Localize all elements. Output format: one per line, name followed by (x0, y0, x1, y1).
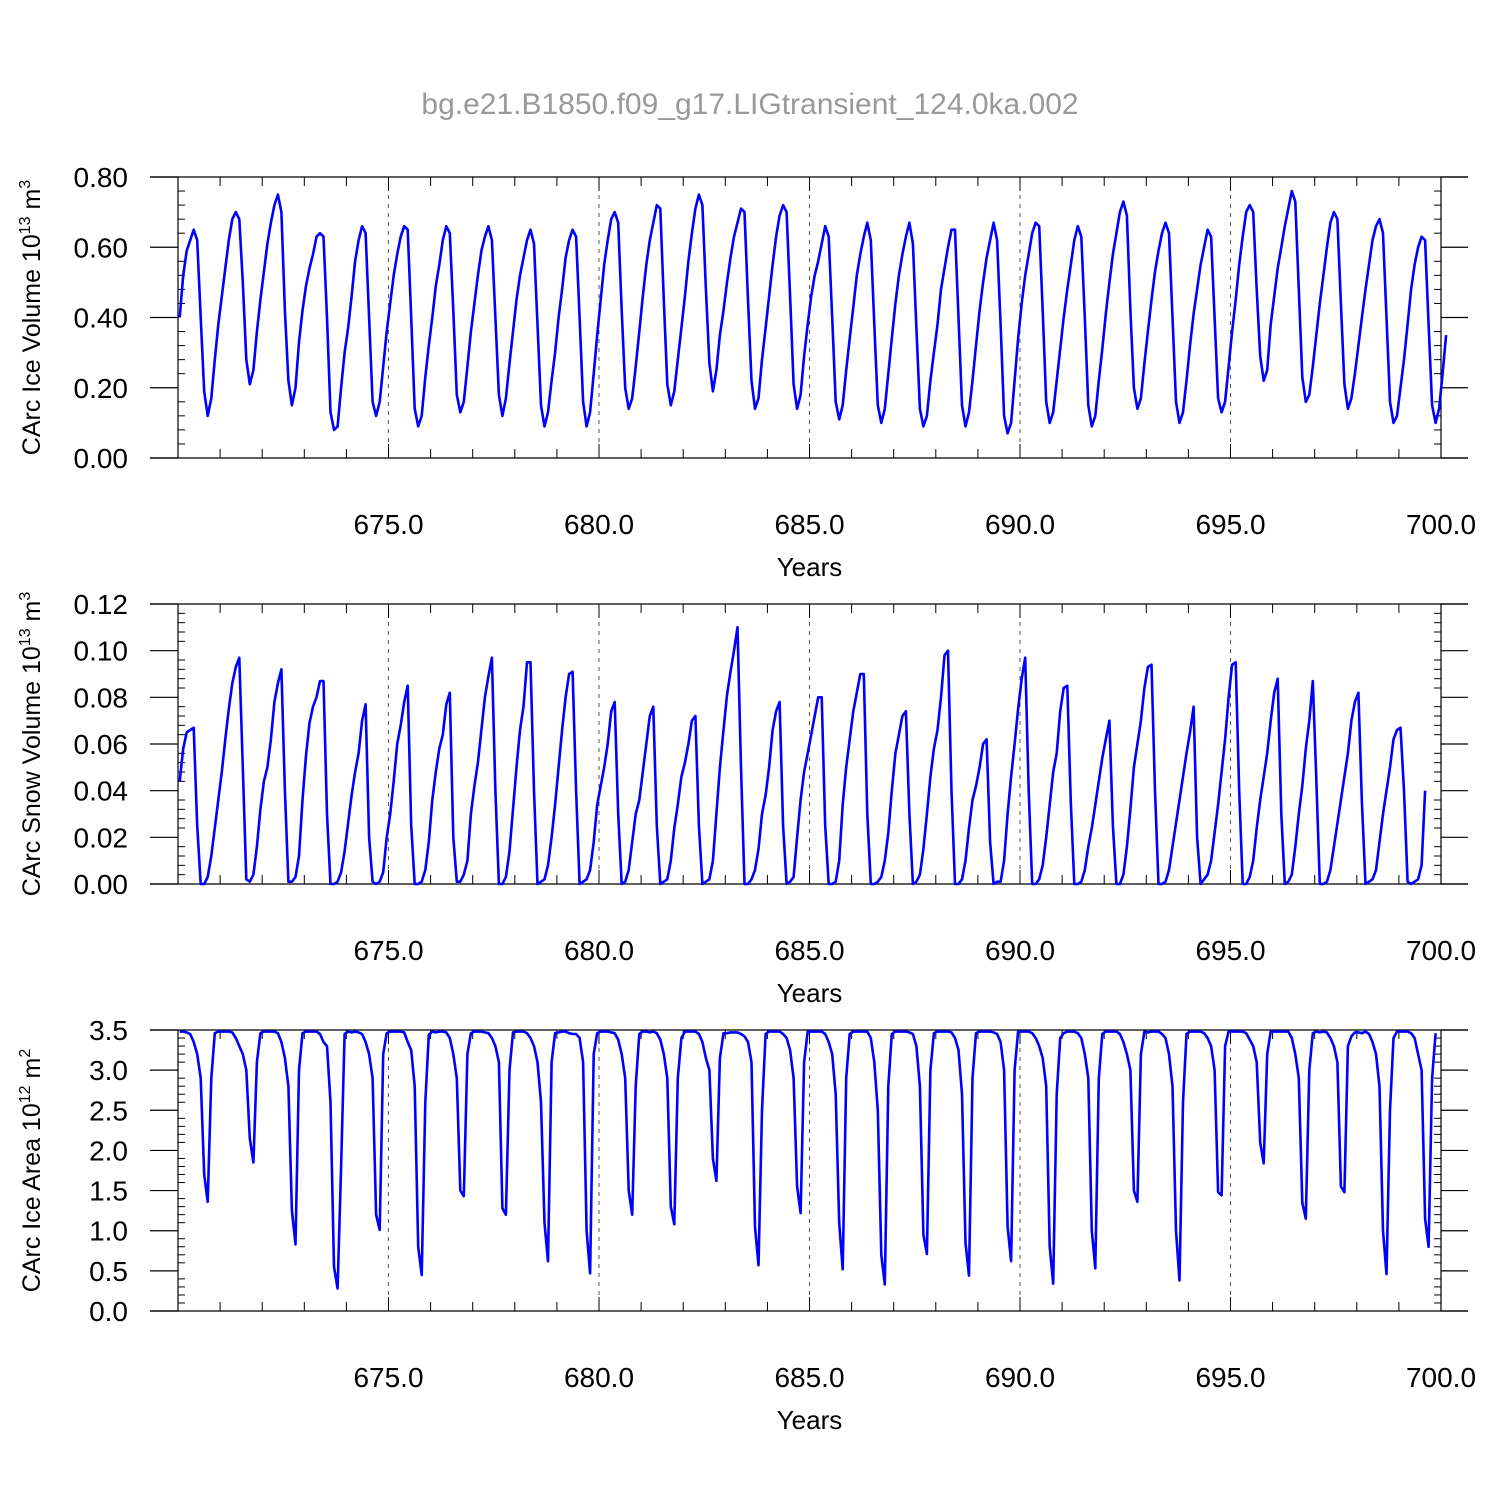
panel-ice-area: 675.0 680.0 685.0 690.0 695.0 700.0 0.0 0.5 1.0 1… (17, 1015, 1476, 1435)
y-axis-label: CArc Ice Volume 1013 m3 (17, 180, 46, 456)
y-tick-label: 0.02 (74, 822, 129, 853)
series-line (179, 1030, 1437, 1290)
x-tick-label: 685.0 (774, 935, 844, 966)
y-tick-label: 0.00 (74, 443, 129, 474)
y-tick-label: 0.10 (74, 636, 129, 667)
y-tick-label: 0.00 (74, 869, 129, 900)
y-tick-label: 0.40 (74, 303, 129, 334)
series-line (178, 625, 1427, 886)
y-tick-label: 0.60 (74, 232, 129, 263)
x-tick-label: 675.0 (353, 509, 423, 540)
y-tick-label: 1.0 (89, 1216, 128, 1247)
x-tick-label: 680.0 (564, 509, 634, 540)
x-tick-label: 675.0 (353, 1362, 423, 1393)
x-axis-label: Years (777, 1405, 843, 1435)
y-tick-label: 0.5 (89, 1256, 128, 1287)
y-axis-label: CArc Ice Area 1012 m2 (17, 1049, 46, 1293)
chart-title: bg.e21.B1850.f09_g17.LIGtransient_124.0k… (421, 88, 1078, 121)
x-tick-label: 680.0 (564, 1362, 634, 1393)
x-tick-label: 685.0 (774, 509, 844, 540)
x-tick-label: 700.0 (1406, 509, 1476, 540)
x-tick-label: 695.0 (1195, 1362, 1265, 1393)
x-tick-label: 675.0 (353, 935, 423, 966)
x-tick-label: 695.0 (1195, 509, 1265, 540)
y-tick-label: 0.08 (74, 682, 129, 713)
y-tick-label: 2.0 (89, 1135, 128, 1166)
x-axis-label: Years (777, 552, 843, 582)
x-tick-label: 680.0 (564, 935, 634, 966)
y-tick-label: 0.04 (74, 776, 129, 807)
x-tick-label: 695.0 (1195, 935, 1265, 966)
y-tick-label: 0.06 (74, 729, 129, 760)
x-tick-label: 690.0 (985, 509, 1055, 540)
y-tick-label: 1.5 (89, 1176, 128, 1207)
x-tick-label: 700.0 (1406, 1362, 1476, 1393)
x-tick-label: 690.0 (985, 935, 1055, 966)
y-tick-label: 2.5 (89, 1095, 128, 1126)
y-tick-label: 0.20 (74, 373, 129, 404)
x-tick-label: 700.0 (1406, 935, 1476, 966)
y-tick-label: 0.0 (89, 1296, 128, 1327)
panel-ice-volume: 675.0 680.0 685.0 690.0 695.0 700.0 0.00 0.20 0.… (17, 162, 1476, 582)
y-tick-label: 3.5 (89, 1015, 128, 1046)
series-line (178, 189, 1448, 435)
x-tick-label: 690.0 (985, 1362, 1055, 1393)
panel-snow-volume: 675.0 680.0 685.0 690.0 695.0 700.0 0.00 0.02 0.… (17, 589, 1476, 1008)
y-tick-label: 0.12 (74, 589, 129, 620)
x-axis-label: Years (777, 978, 843, 1008)
y-tick-label: 3.0 (89, 1055, 128, 1086)
y-tick-label: 0.80 (74, 162, 129, 193)
x-tick-label: 685.0 (774, 1362, 844, 1393)
y-axis-label: CArc Snow Volume 1013 m3 (17, 592, 46, 897)
